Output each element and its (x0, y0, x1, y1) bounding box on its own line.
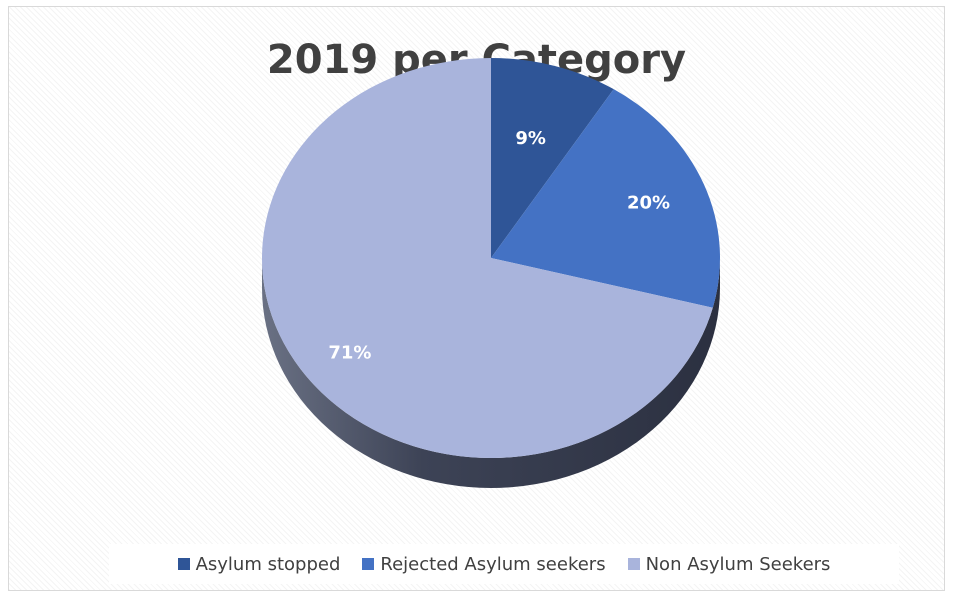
pie-data-label: 20% (627, 193, 670, 214)
legend-label: Asylum stopped (195, 553, 341, 575)
pie-slice-asylum-stopped (491, 58, 614, 258)
legend-label: Rejected Asylum seekers (380, 553, 606, 575)
pie-data-label: 71% (328, 343, 371, 364)
chart-area: 2019 per Category 9%20%71% Asylum stoppe… (8, 6, 945, 591)
legend: Asylum stopped Rejected Asylum seekers N… (109, 544, 899, 584)
pie-slice-rejected-asylum-seekers (491, 89, 720, 308)
legend-swatch (362, 558, 375, 570)
pie-data-labels: 9% 20% 71% (328, 128, 670, 364)
legend-swatch (177, 558, 190, 570)
pie-data-label: 9% (515, 128, 546, 149)
legend-swatch (627, 558, 640, 570)
pie-chart: 9% 20% 71% (262, 58, 720, 488)
legend-item-non-asylum-seekers: Non Asylum Seekers (627, 553, 831, 575)
pie-slices (262, 58, 720, 459)
legend-item-rejected-asylum-seekers: Rejected Asylum seekers (362, 553, 606, 575)
legend-label: Non Asylum Seekers (645, 553, 831, 575)
legend-item-asylum-stopped: Asylum stopped (177, 553, 341, 575)
pie-slice-non-asylum-seekers (262, 58, 713, 459)
